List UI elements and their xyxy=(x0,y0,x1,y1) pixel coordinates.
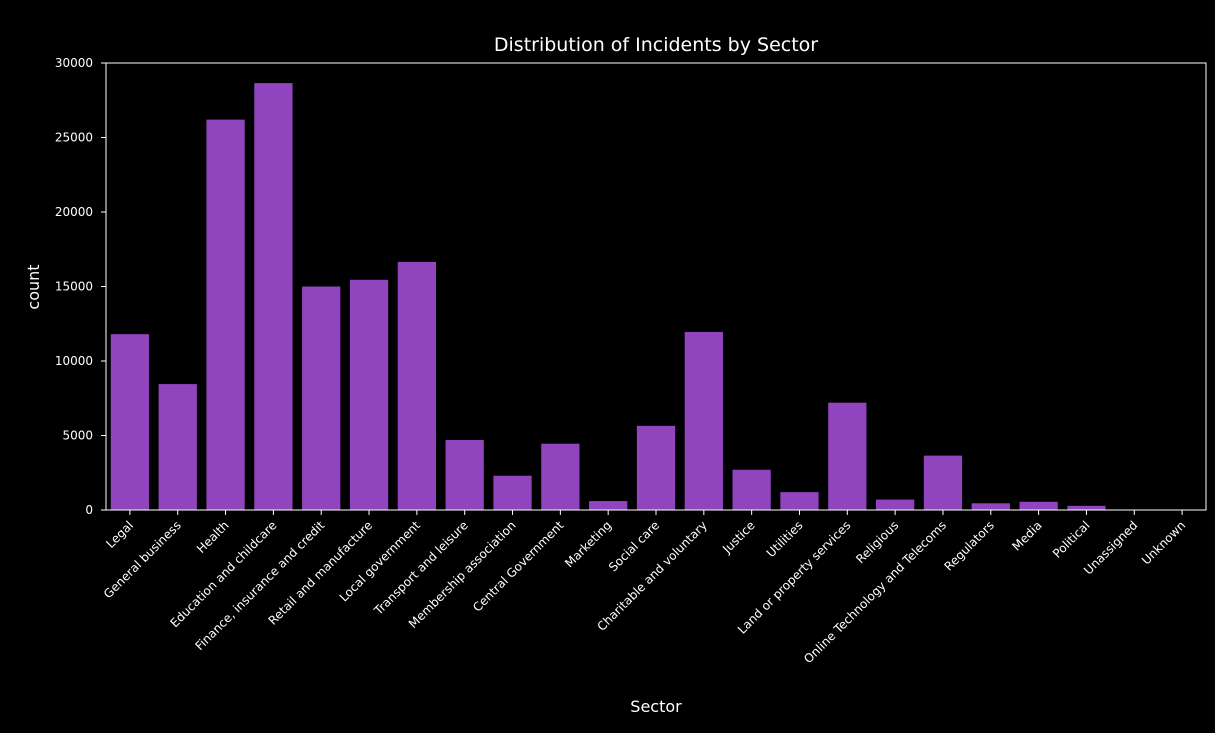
bar xyxy=(684,331,723,510)
y-tick-label: 20000 xyxy=(55,205,93,219)
bar xyxy=(636,425,676,510)
y-tick-label: 15000 xyxy=(55,280,93,294)
y-tick-label: 5000 xyxy=(62,429,93,443)
bar xyxy=(158,384,197,510)
y-axis-title: count xyxy=(24,264,43,309)
chart-title: Distribution of Incidents by Sector xyxy=(494,34,818,56)
bar xyxy=(876,499,915,510)
y-axis: 0 5000 10000 15000 20000 25000 30000 xyxy=(55,56,106,517)
bar xyxy=(254,83,293,511)
y-tick-label: 30000 xyxy=(55,56,93,70)
bar xyxy=(110,334,150,510)
bar xyxy=(780,492,819,510)
bar xyxy=(828,402,867,510)
bar xyxy=(206,119,245,511)
bar xyxy=(732,469,771,510)
bar xyxy=(1067,505,1106,510)
bar xyxy=(349,279,389,510)
bar xyxy=(541,443,580,510)
y-tick-label: 25000 xyxy=(55,131,93,145)
bar xyxy=(397,261,436,510)
x-axis-title: Sector xyxy=(630,697,682,716)
bar xyxy=(923,455,963,510)
bar xyxy=(493,475,532,510)
bar xyxy=(589,501,628,510)
bar xyxy=(1019,501,1058,510)
plot-frame xyxy=(105,62,1207,511)
y-tick-label: 0 xyxy=(85,503,93,517)
y-tick-label: 10000 xyxy=(55,354,93,368)
bars-group xyxy=(110,83,1106,511)
bar xyxy=(445,439,484,510)
bar xyxy=(971,503,1010,510)
bar xyxy=(302,286,341,510)
